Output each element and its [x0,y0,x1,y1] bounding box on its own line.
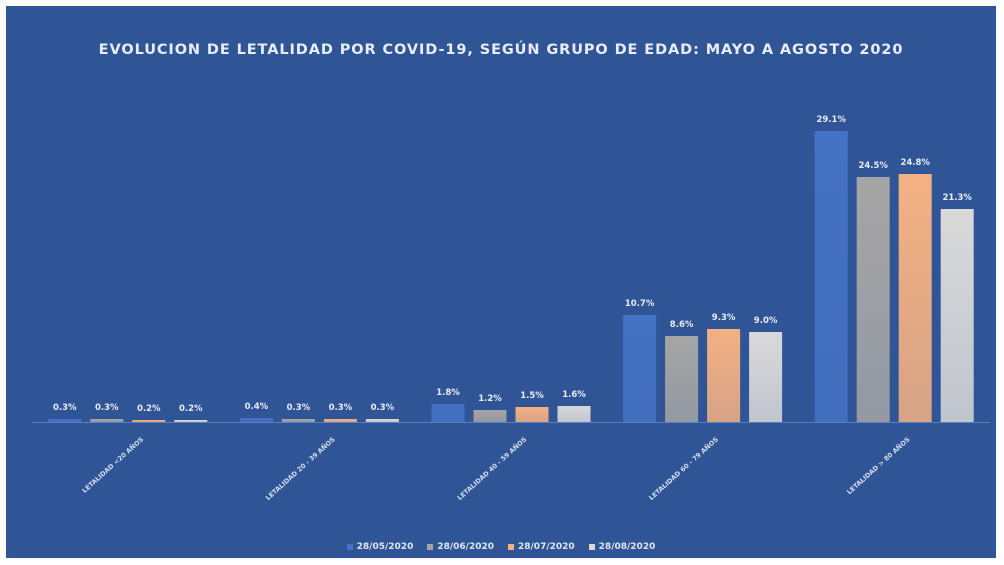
legend-swatch [588,544,595,550]
data-label: 0.3% [53,403,77,413]
bar [898,174,932,422]
data-label: 1.6% [562,390,586,400]
data-label: 29.1% [816,115,846,125]
data-label: 1.2% [478,394,502,404]
data-label: 21.3% [942,193,972,203]
data-label: 9.3% [712,313,736,323]
bar [431,404,465,422]
bar [132,420,166,422]
data-label: 1.5% [520,391,544,401]
bar [90,419,124,422]
legend-item: 28/07/2020 [508,542,575,552]
bar [623,315,657,422]
data-label: 0.3% [95,403,119,413]
category-label: LETALIDAD 60 - 79 AÑOS [647,435,720,502]
data-label: 0.3% [329,403,353,413]
legend-label: 28/08/2020 [598,542,656,552]
plot-area: 0.3% 0.3% 0.2% 0.2% LETALIDAD <20 AÑOS 0.4% 0.… [32,115,990,502]
data-label: 10.7% [625,299,655,309]
data-label: 0.3% [371,403,395,413]
legend-item: 28/08/2020 [588,542,656,552]
legend-label: 28/06/2020 [437,542,494,552]
legend-label: 28/05/2020 [356,542,414,552]
data-label: 0.2% [179,404,203,414]
category-label: LETALIDAD > 80 AÑOS [845,435,912,497]
bar [239,418,273,422]
bar [940,209,974,422]
chart-title: EVOLUCION DE LETALIDAD POR COVID-19, SEG… [98,42,904,58]
chart-frame: EVOLUCION DE LETALIDAD POR COVID-19, SEG… [6,6,996,558]
bar [749,332,783,422]
category-label: LETALIDAD 40 - 59 AÑOS [455,435,528,502]
bar [515,407,549,422]
bar [856,177,890,422]
legend-item: 28/06/2020 [427,542,494,552]
bar [557,406,591,422]
bar [323,419,357,422]
legend-swatch [508,544,514,550]
bar [48,419,82,422]
data-label: 8.6% [670,320,694,330]
legend-item: 28/05/2020 [346,542,414,552]
data-label: 1.8% [436,388,460,398]
category-label: LETALIDAD <20 AÑOS [80,435,145,495]
legend: 28/05/2020 28/06/2020 28/07/2020 28/08/2020 [6,542,996,552]
bar [473,410,507,422]
data-label: 24.8% [900,158,930,168]
bar [174,420,208,422]
legend-label: 28/07/2020 [518,542,575,552]
data-label: 24.5% [858,161,888,171]
data-label: 0.2% [137,404,161,414]
bar [707,329,741,422]
data-label: 0.3% [287,403,311,413]
category-label: LETALIDAD 20 - 39 AÑOS [263,435,336,502]
bar [814,131,848,422]
legend-swatch [427,544,434,550]
data-label: 9.0% [754,316,778,326]
bar [365,419,399,422]
legend-swatch [346,544,353,550]
bar [665,336,699,422]
data-label: 0.4% [245,402,269,412]
bar [281,419,315,422]
